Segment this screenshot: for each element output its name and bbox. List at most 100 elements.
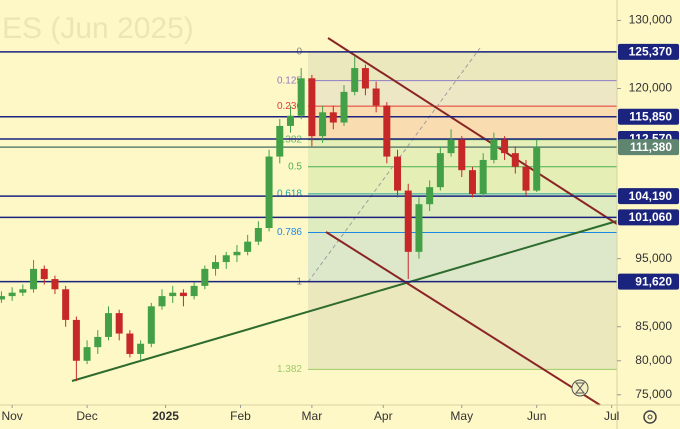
candle-body	[533, 147, 541, 191]
candle-body	[361, 68, 369, 89]
fib-label: 0.5	[288, 161, 302, 172]
support-line	[71, 220, 618, 382]
price-tag	[618, 273, 679, 290]
candle-body	[276, 125, 284, 157]
price-tag	[618, 108, 679, 125]
candle-body	[72, 319, 80, 361]
fib-label: 0.125	[277, 75, 302, 86]
channel-line	[325, 231, 601, 406]
fib-band	[308, 80, 617, 107]
candle-body	[233, 251, 241, 256]
price-tag	[618, 209, 679, 226]
candle-body	[372, 88, 380, 106]
fib-band	[308, 166, 617, 194]
fib-band	[308, 51, 617, 81]
x-tick-label: 2025	[152, 409, 179, 423]
candle-body	[351, 68, 359, 92]
fib-band	[308, 193, 617, 233]
candle-body	[201, 268, 209, 286]
drawings	[0, 37, 618, 406]
x-tick-label: Mar	[302, 409, 323, 423]
candle-body	[319, 112, 327, 137]
fib-label: 0.618	[277, 189, 302, 200]
y-tick-label: 130,000	[629, 13, 673, 27]
candle-body	[158, 296, 166, 307]
candle-body	[0, 296, 5, 300]
fib-band	[308, 281, 617, 370]
candle-body	[244, 241, 252, 252]
fib-band	[308, 232, 617, 282]
candle-body	[254, 228, 262, 242]
candle-body	[436, 153, 444, 188]
x-tick-label: Apr	[374, 409, 393, 423]
y-tick-label: 85,000	[635, 319, 672, 333]
x-tick-label: Nov	[1, 409, 22, 423]
fib-label: 0.236	[277, 101, 302, 112]
price-tag-label: 125,370	[629, 45, 673, 59]
candle-body	[308, 78, 316, 137]
candle-body	[265, 156, 273, 229]
price-tag	[618, 43, 679, 60]
clock-glyph[interactable]	[574, 382, 586, 394]
settings-icon[interactable]	[643, 410, 657, 424]
candle-body	[137, 343, 145, 354]
candle-body	[522, 166, 530, 191]
x-tick-label: Jul	[604, 409, 619, 423]
candle-body	[40, 268, 48, 280]
candle-body	[458, 139, 466, 171]
candle-body	[212, 262, 220, 269]
y-tick-label: 75,000	[635, 387, 672, 401]
price-tag	[618, 188, 679, 205]
candle-body	[415, 204, 423, 252]
candle-body	[511, 153, 519, 167]
price-tag-label: 104,190	[629, 189, 673, 203]
candle-body	[62, 289, 70, 320]
candle-body	[468, 170, 476, 194]
candle-body	[83, 347, 91, 361]
price-tag	[618, 139, 679, 156]
candle-body	[490, 139, 498, 160]
candle-body	[147, 306, 155, 344]
x-tick-label: Jun	[527, 409, 546, 423]
gear-center[interactable]	[647, 414, 653, 420]
price-tag-label: 91,620	[635, 274, 672, 288]
candle-body	[190, 285, 198, 297]
candle-body	[126, 333, 134, 354]
y-tick-label: 80,000	[635, 353, 672, 367]
candle-body	[447, 139, 455, 154]
candle-body	[179, 292, 187, 297]
price-tag-label: 101,060	[629, 210, 673, 224]
fib-label: 0.382	[277, 134, 302, 145]
fib-label: 1.382	[277, 364, 302, 375]
price-tag-label: 115,850	[629, 109, 672, 123]
candle-body	[104, 313, 112, 337]
x-tick-label: May	[450, 409, 473, 423]
candle-body	[340, 91, 348, 123]
x-tick-label: Feb	[230, 409, 251, 423]
candle-body	[222, 255, 230, 263]
candle-body	[19, 289, 27, 293]
candle-body	[94, 336, 102, 348]
gear[interactable]	[643, 410, 657, 424]
candle-body	[501, 139, 509, 154]
watermark: ES (Jun 2025)	[2, 12, 194, 45]
candle-body	[479, 159, 487, 194]
candle-body	[286, 115, 294, 126]
fib-band	[308, 106, 617, 140]
y-tick-label: 120,000	[629, 81, 673, 95]
price-tag-label: 111,380	[630, 140, 672, 154]
candle-body	[169, 292, 177, 297]
fib-label: 0.786	[277, 227, 302, 238]
candle-body	[404, 190, 412, 252]
candle-body	[394, 156, 402, 191]
candle-body	[51, 279, 59, 290]
candle-body	[30, 268, 38, 290]
candle-body	[426, 187, 434, 205]
resistance-line	[327, 37, 618, 225]
candle-body	[297, 78, 305, 116]
candle-body	[115, 313, 123, 334]
clock-icon[interactable]	[571, 379, 589, 397]
x-tick-label: Dec	[76, 409, 97, 423]
